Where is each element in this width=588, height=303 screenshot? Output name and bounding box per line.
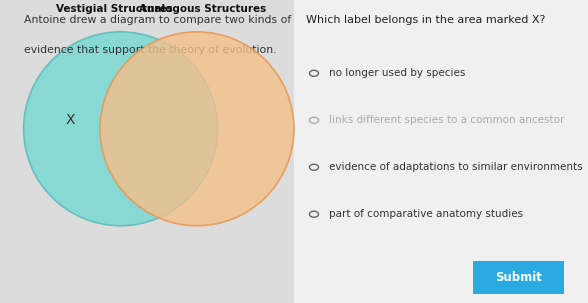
- Ellipse shape: [100, 32, 294, 226]
- Text: Antoine drew a diagram to compare two kinds of: Antoine drew a diagram to compare two ki…: [24, 15, 291, 25]
- FancyBboxPatch shape: [0, 0, 294, 303]
- Text: Analogous Structures: Analogous Structures: [139, 4, 266, 14]
- Text: links different species to a common ancestor: links different species to a common ance…: [329, 115, 564, 125]
- Text: Vestigial Structures: Vestigial Structures: [56, 4, 173, 14]
- Text: part of comparative anatomy studies: part of comparative anatomy studies: [329, 209, 523, 219]
- Text: Submit: Submit: [496, 271, 542, 284]
- Text: X: X: [65, 113, 75, 127]
- Text: evidence that support the theory of evolution.: evidence that support the theory of evol…: [24, 45, 276, 55]
- Text: no longer used by species: no longer used by species: [329, 68, 466, 78]
- Text: Which label belongs in the area marked X?: Which label belongs in the area marked X…: [306, 15, 545, 25]
- FancyBboxPatch shape: [294, 0, 588, 303]
- Ellipse shape: [24, 32, 218, 226]
- FancyBboxPatch shape: [473, 261, 564, 294]
- Text: evidence of adaptations to similar environments: evidence of adaptations to similar envir…: [329, 162, 583, 172]
